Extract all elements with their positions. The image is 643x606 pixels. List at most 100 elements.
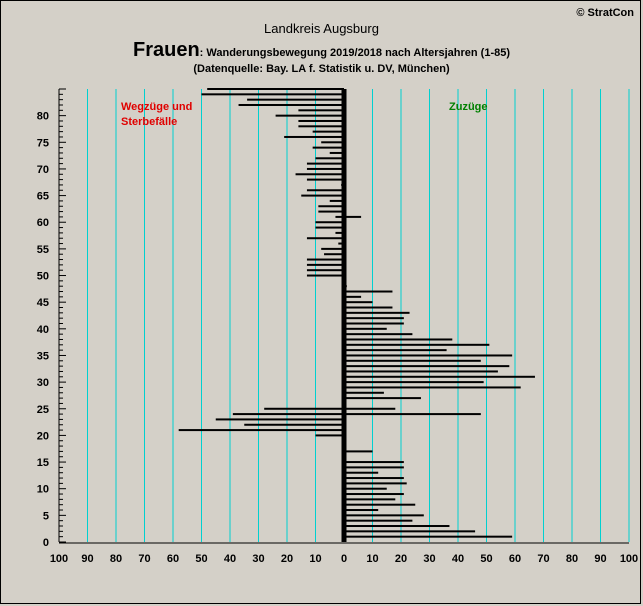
bar-wegzuege [306,258,344,261]
bar-wegzuege [306,263,344,266]
chart-title-main: Frauen [132,39,200,61]
y-tick-label: 75 [37,137,49,149]
bar-zuzuege [344,386,521,389]
bar-wegzuege [315,434,344,437]
bar-wegzuege [306,269,344,272]
x-tick-label: 50 [480,553,492,565]
bar-zuzuege [344,471,379,474]
bar-zuzuege [344,493,404,496]
axis-labels: 100 90 80 70 60 50 40 30 20 10 0 10 20 30 40 50 60 70 80 90… [37,111,638,565]
bar-wegzuege [321,141,344,144]
x-tick-label: 40 [224,553,236,565]
bar-zuzuege [344,317,404,320]
y-tick-label: 80 [37,111,49,123]
x-tick-label: 20 [281,553,293,565]
bar-zuzuege [344,365,510,368]
y-tick-label: 35 [37,350,49,362]
bar-wegzuege [284,135,344,138]
bar-wegzuege [301,194,344,197]
y-tick-label: 10 [37,484,49,496]
bar-wegzuege [335,231,344,234]
y-tick-label: 0 [43,537,49,549]
center-axis [341,89,347,542]
right-series-label: Zuzüge [449,101,488,113]
bar-zuzuege [344,375,535,378]
bar-wegzuege [244,423,344,426]
x-tick-label: 60 [509,553,521,565]
bar-zuzuege [344,477,404,480]
bar-zuzuege [344,535,513,538]
bar-zuzuege [344,359,481,362]
bar-wegzuege [215,418,344,421]
bar-zuzuege [344,343,490,346]
x-tick-label: 50 [195,553,207,565]
bar-zuzuege [344,525,450,528]
bar-zuzuege [344,482,407,485]
bar-zuzuege [344,450,373,453]
bar-zuzuege [344,285,347,288]
y-tick-label: 55 [37,244,49,256]
bar-wegzuege [201,93,344,96]
bar-wegzuege [321,247,344,250]
x-tick-label: 90 [81,553,93,565]
y-tick-label: 45 [37,297,49,309]
x-tick-label: 30 [423,553,435,565]
bar-zuzuege [344,333,413,336]
x-tick-label: 10 [309,553,321,565]
bar-zuzuege [344,413,481,416]
bar-zuzuege [344,301,373,304]
bar-wegzuege [315,221,344,224]
y-tick-label: 5 [43,510,49,522]
left-series-label-line2: Sterbefälle [121,116,177,128]
x-tick-label: 60 [167,553,179,565]
x-tick-label: 10 [366,553,378,565]
y-tick-label: 20 [37,430,49,442]
bar-wegzuege [247,98,344,101]
bar-wegzuege [329,199,344,202]
bar-wegzuege [264,407,344,410]
bar-wegzuege [306,237,344,240]
chart-region-title: Landkreis Augsburg [264,21,379,36]
x-tick-label: 80 [566,553,578,565]
bar-wegzuege [306,167,344,170]
bar-zuzuege [344,509,379,512]
x-tick-label: 70 [138,553,150,565]
axes [58,88,629,544]
bar-wegzuege [315,157,344,160]
bar-wegzuege [275,114,344,117]
left-series-label-line1: Wegzüge und [121,101,192,113]
x-tick-label: 100 [50,553,68,565]
bar-zuzuege [344,322,404,325]
bar-wegzuege [341,183,344,186]
bar-wegzuege [329,151,344,154]
bar-zuzuege [344,519,413,522]
bar-zuzuege [344,530,476,533]
bar-wegzuege [318,205,344,208]
bar-wegzuege [306,274,344,277]
bar-zuzuege [344,311,410,314]
bar-wegzuege [306,178,344,181]
bar-wegzuege [324,253,344,256]
x-tick-label: 80 [110,553,122,565]
x-tick-label: 40 [452,553,464,565]
bars [178,88,535,538]
x-tick-label: 70 [537,553,549,565]
y-tick-label: 30 [37,377,49,389]
x-tick-label: 20 [395,553,407,565]
bar-wegzuege [312,146,344,149]
bar-zuzuege [344,306,393,309]
x-tick-label: 100 [620,553,638,565]
y-tick-label: 25 [37,404,49,416]
bar-wegzuege [318,210,344,213]
bar-zuzuege [344,327,387,330]
bar-wegzuege [207,88,344,90]
bar-wegzuege [306,189,344,192]
y-tick-label: 70 [37,164,49,176]
bar-wegzuege [298,125,344,128]
bar-zuzuege [344,397,421,400]
y-tick-label: 60 [37,217,49,229]
bar-zuzuege [344,407,396,410]
bar-zuzuege [344,295,362,298]
